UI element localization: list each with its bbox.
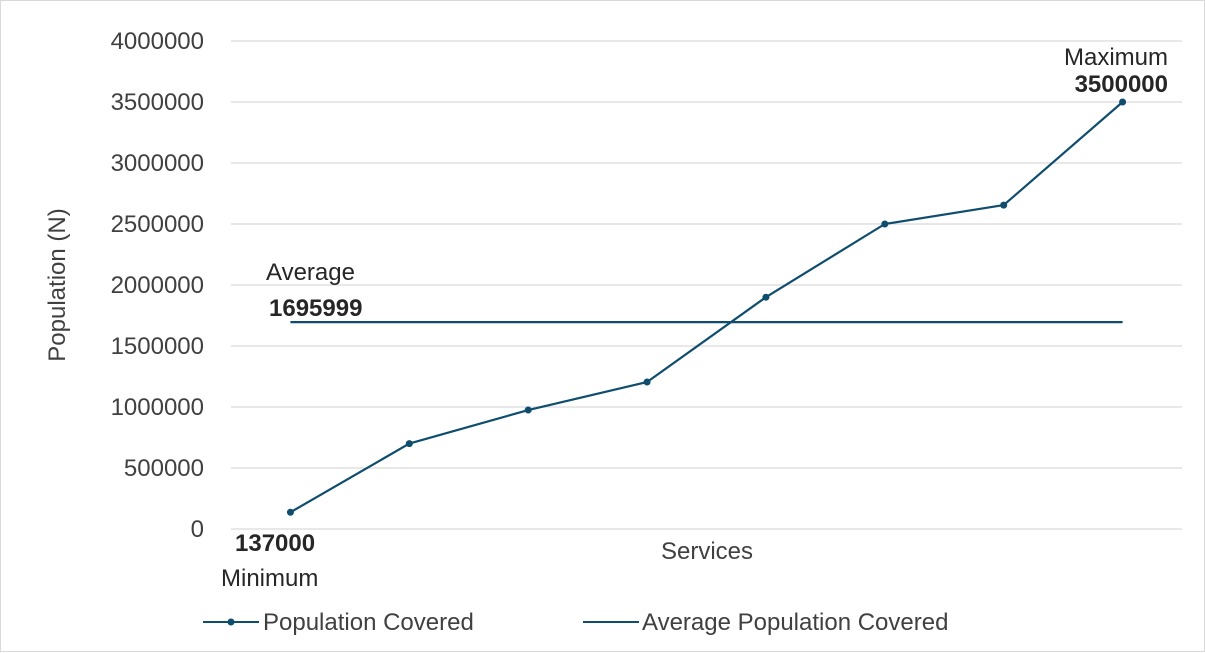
data-point bbox=[405, 440, 413, 448]
minimum-label: Minimum bbox=[221, 565, 318, 592]
y-tick-labels: 0 500000 1000000 1500000 2000000 2500000 30000… bbox=[111, 28, 204, 543]
y-tick-label: 1500000 bbox=[111, 333, 204, 360]
data-point bbox=[1119, 98, 1127, 106]
data-point bbox=[643, 378, 651, 386]
legend: Population Covered Average Population Co… bbox=[203, 609, 948, 636]
legend-item-population-covered: Population Covered bbox=[263, 609, 474, 636]
y-axis-label: Population (N) bbox=[44, 208, 71, 361]
x-axis-label: Services bbox=[661, 538, 753, 565]
y-tick-label: 2500000 bbox=[111, 211, 204, 238]
series-layer bbox=[286, 98, 1127, 516]
gridlines bbox=[231, 40, 1182, 530]
data-point bbox=[762, 293, 770, 301]
average-value-label: 1695999 bbox=[269, 295, 362, 322]
y-tick-label: 4000000 bbox=[111, 28, 204, 55]
data-point bbox=[286, 508, 294, 516]
maximum-label: Maximum bbox=[1064, 44, 1168, 71]
y-tick-label: 1000000 bbox=[111, 394, 204, 421]
y-tick-label: 0 bbox=[191, 516, 204, 543]
y-tick-label: 2000000 bbox=[111, 272, 204, 299]
data-point bbox=[881, 220, 889, 228]
maximum-value-label: 3500000 bbox=[1075, 71, 1168, 98]
legend-item-average-population-covered: Average Population Covered bbox=[642, 609, 948, 636]
average-label: Average bbox=[266, 259, 355, 286]
data-point bbox=[524, 406, 532, 414]
y-tick-label: 3000000 bbox=[111, 150, 204, 177]
legend-marker-population-covered bbox=[227, 618, 235, 626]
data-point bbox=[1000, 201, 1008, 209]
series-line-0 bbox=[289, 101, 1124, 514]
minimum-value-label: 137000 bbox=[235, 530, 315, 557]
y-tick-label: 500000 bbox=[124, 455, 204, 482]
y-tick-label: 3500000 bbox=[111, 89, 204, 116]
